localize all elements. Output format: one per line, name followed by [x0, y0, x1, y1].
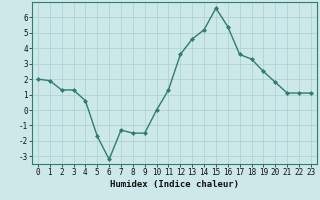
- X-axis label: Humidex (Indice chaleur): Humidex (Indice chaleur): [110, 180, 239, 189]
